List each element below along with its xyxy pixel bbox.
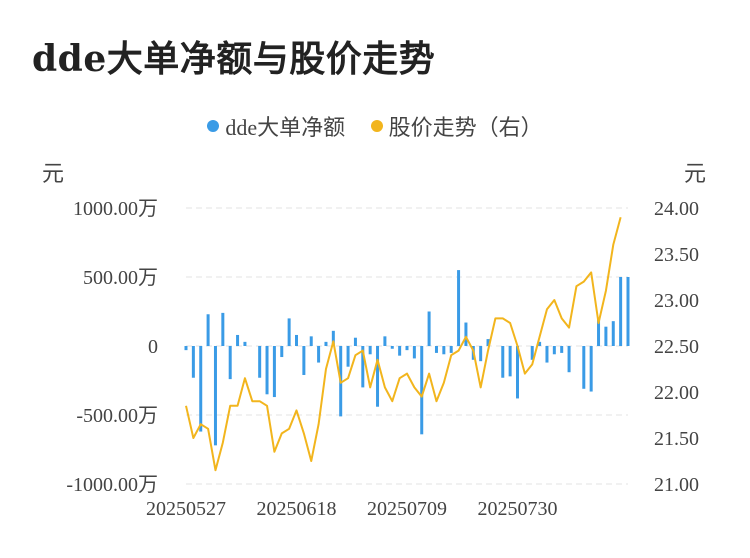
right-tick-label: 23.50: [654, 244, 699, 266]
bar: [317, 346, 321, 363]
bar: [243, 341, 247, 346]
left-axis-unit: 元: [42, 161, 65, 186]
bar: [486, 339, 490, 346]
legend-label-bar: dde大单净额: [225, 115, 346, 140]
bar: [530, 346, 534, 360]
bar: [501, 346, 505, 378]
bar: [376, 346, 380, 407]
left-tick-label: 1000.00万: [73, 198, 158, 220]
bar: [412, 346, 416, 359]
bar: [464, 322, 468, 346]
x-tick-label: 20250730: [478, 498, 558, 520]
bar: [236, 334, 240, 346]
bar: [280, 346, 284, 358]
bar: [331, 330, 335, 346]
legend-item-line[interactable]: 股价走势（右）: [370, 110, 543, 142]
bar: [302, 346, 306, 375]
right-tick-label: 23.00: [654, 290, 699, 312]
bar: [611, 321, 615, 346]
right-tick-label: 21.00: [654, 474, 699, 496]
x-tick-label: 20250709: [367, 498, 447, 520]
legend-item-bar[interactable]: dde大单净额: [207, 110, 345, 142]
bar: [582, 346, 586, 389]
legend-label-line: 股价走势（右）: [388, 115, 543, 140]
bar: [457, 270, 461, 346]
legend-dot-line: [370, 120, 383, 132]
legend-dot-bar: [207, 120, 220, 132]
bar: [434, 346, 438, 353]
bar: [390, 346, 394, 349]
bar: [508, 346, 512, 377]
bar: [368, 346, 372, 355]
bar: [361, 346, 365, 388]
bar: [597, 318, 601, 346]
bar: [545, 346, 549, 363]
left-tick-label: -1000.00万: [66, 474, 158, 496]
right-tick-label: 22.00: [654, 382, 699, 404]
bar: [346, 346, 350, 367]
bar: [516, 346, 519, 399]
bar: [191, 346, 195, 378]
bar: [604, 326, 608, 346]
bar: [405, 346, 409, 351]
bar: [287, 318, 291, 346]
right-axis-unit: 元: [684, 161, 707, 186]
bar: [479, 346, 483, 362]
bar: [213, 346, 217, 446]
bar: [353, 337, 357, 346]
bar: [383, 336, 387, 346]
bar: [184, 346, 188, 351]
x-tick-label: 20250618: [257, 498, 337, 520]
x-tick-label: 20250527: [146, 498, 226, 520]
bar: [427, 311, 431, 346]
right-tick-label: 21.50: [654, 428, 699, 450]
bar: [420, 346, 424, 435]
bar: [228, 346, 232, 380]
bar: [398, 346, 402, 356]
bar: [206, 314, 210, 346]
bar: [265, 346, 269, 395]
left-tick-label: -500.00万: [76, 405, 158, 427]
bar: [309, 336, 313, 346]
bar: [567, 346, 571, 373]
bar: [626, 277, 630, 346]
bar: [258, 346, 262, 378]
left-tick-label: 0: [148, 336, 158, 358]
bar: [199, 346, 203, 432]
bar: [619, 277, 623, 346]
bar: [324, 341, 328, 346]
price-line: [185, 216, 622, 472]
right-tick-label: 22.50: [654, 336, 699, 358]
left-tick-label: 500.00万: [83, 267, 158, 289]
bar: [272, 346, 276, 398]
bar: [589, 346, 593, 392]
bar: [560, 346, 564, 353]
legend: dde大单净额 股价走势（右）: [0, 110, 750, 142]
bar: [295, 334, 298, 346]
chart-title: dde大单净额与股价走势: [32, 38, 436, 80]
bar: [221, 312, 225, 346]
bar: [442, 346, 446, 355]
bar: [538, 341, 542, 346]
right-tick-label: 24.00: [654, 198, 699, 220]
bar: [449, 346, 453, 353]
bar: [552, 346, 556, 355]
